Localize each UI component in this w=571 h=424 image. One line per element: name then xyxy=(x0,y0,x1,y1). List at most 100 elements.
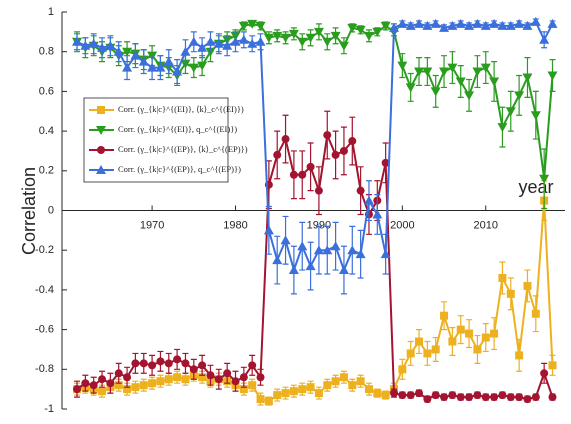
marker xyxy=(305,33,316,43)
marker xyxy=(348,137,357,146)
marker xyxy=(547,71,558,81)
marker xyxy=(372,27,383,37)
x-tick-label: 1990 xyxy=(307,219,331,231)
marker xyxy=(339,373,348,382)
marker xyxy=(306,162,315,171)
marker xyxy=(223,369,232,378)
marker xyxy=(331,150,340,159)
marker xyxy=(247,19,258,29)
marker xyxy=(289,387,298,396)
marker xyxy=(406,391,415,400)
marker xyxy=(398,365,407,374)
marker xyxy=(356,377,365,386)
series xyxy=(73,180,557,406)
marker xyxy=(163,56,174,66)
marker xyxy=(472,67,483,77)
marker xyxy=(480,63,491,73)
marker xyxy=(388,22,399,32)
marker xyxy=(447,63,458,73)
marker xyxy=(98,387,107,396)
marker xyxy=(230,36,241,46)
marker xyxy=(381,158,390,167)
marker xyxy=(514,18,525,28)
marker xyxy=(448,337,457,346)
y-tick-label: -0.6 xyxy=(35,324,54,336)
marker xyxy=(248,361,257,370)
marker xyxy=(414,67,425,77)
marker xyxy=(531,309,540,318)
marker xyxy=(280,235,291,245)
marker xyxy=(131,359,140,368)
marker xyxy=(415,337,424,346)
marker xyxy=(364,385,373,394)
marker xyxy=(330,31,341,41)
marker xyxy=(338,41,349,51)
marker xyxy=(331,377,340,386)
marker xyxy=(522,20,533,30)
marker xyxy=(96,126,106,135)
marker xyxy=(530,111,541,121)
marker xyxy=(455,18,466,28)
x-tick-label: 1980 xyxy=(223,219,247,231)
series-line xyxy=(76,20,554,274)
marker xyxy=(156,357,165,366)
marker xyxy=(256,395,265,404)
marker xyxy=(164,359,173,368)
marker xyxy=(155,62,166,72)
marker xyxy=(181,359,190,368)
marker xyxy=(198,373,207,382)
marker xyxy=(338,265,349,275)
marker xyxy=(148,379,157,388)
marker xyxy=(515,393,524,402)
marker xyxy=(440,393,449,402)
marker xyxy=(305,261,316,271)
marker xyxy=(188,36,199,46)
marker xyxy=(247,38,258,48)
marker xyxy=(415,389,424,398)
legend-label: Corr. (γ_{k|c}^{(EI)}, q_c^{(EI)}) xyxy=(118,124,237,134)
legend-label: Corr. (γ_{k|c}^{(EP)}, q_c^{(EP)}) xyxy=(118,164,241,174)
x-tick-label: 2010 xyxy=(474,219,498,231)
marker xyxy=(313,245,324,255)
marker xyxy=(405,20,416,30)
marker xyxy=(306,383,315,392)
marker xyxy=(273,150,282,159)
marker xyxy=(498,391,507,400)
marker xyxy=(497,123,508,133)
marker xyxy=(431,391,440,400)
marker xyxy=(473,345,482,354)
marker xyxy=(89,381,98,390)
marker xyxy=(505,107,516,117)
marker xyxy=(205,36,216,46)
marker xyxy=(272,255,283,265)
marker xyxy=(298,170,307,179)
marker xyxy=(189,365,198,374)
legend-label: Corr. (γ_{k|c}^{(EI)}, ⟨k⟩_c^{(EI)}) xyxy=(118,104,244,114)
marker xyxy=(72,36,83,46)
marker xyxy=(539,174,550,184)
marker xyxy=(380,21,391,31)
marker xyxy=(381,391,390,400)
marker xyxy=(423,395,432,404)
marker xyxy=(181,375,190,384)
marker xyxy=(98,375,107,384)
marker xyxy=(405,83,416,93)
marker xyxy=(447,20,458,30)
y-tick-label: 0.4 xyxy=(39,125,54,137)
marker xyxy=(322,245,333,255)
marker xyxy=(348,381,357,390)
y-tick-label: 0.6 xyxy=(39,85,54,97)
marker xyxy=(330,241,341,251)
marker xyxy=(506,393,515,402)
marker xyxy=(548,361,557,370)
marker xyxy=(515,351,524,360)
marker xyxy=(263,225,274,235)
marker xyxy=(439,67,450,77)
marker xyxy=(464,91,475,101)
marker xyxy=(97,42,108,52)
marker xyxy=(497,20,508,30)
marker xyxy=(548,393,557,402)
marker xyxy=(130,50,141,60)
series xyxy=(72,16,558,295)
marker xyxy=(531,393,540,402)
